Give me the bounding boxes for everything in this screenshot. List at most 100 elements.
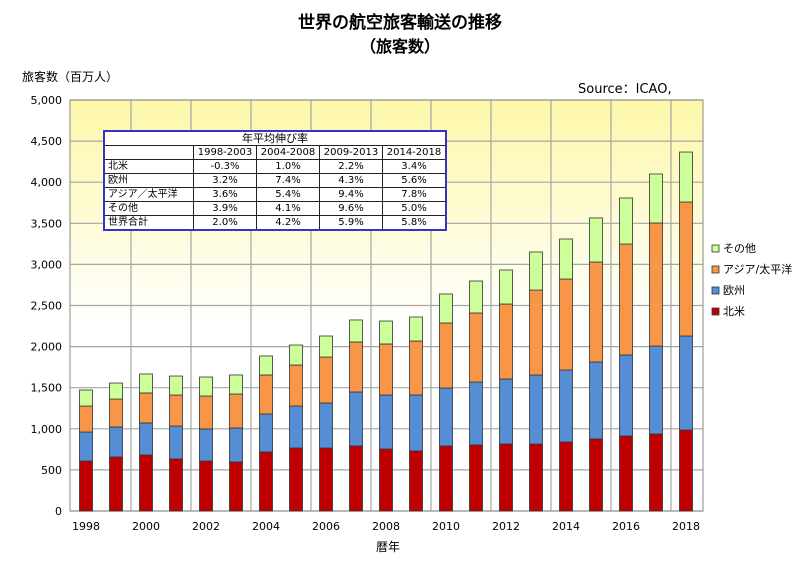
row-label: 世界合計	[103, 215, 194, 231]
y-tick-label: 0	[55, 505, 62, 518]
legend-swatch	[711, 286, 720, 295]
bar-segment	[589, 217, 603, 263]
table-cell: 3.2%	[193, 173, 257, 188]
y-tick-label: 1,500	[31, 382, 63, 395]
table-row: 欧州 3.2% 7.4% 4.3% 5.6%	[103, 173, 447, 188]
row-label: アジア／太平洋	[103, 187, 194, 202]
bar-segment	[409, 340, 423, 396]
table-cell: 9.6%	[319, 201, 383, 216]
bar-segment	[199, 395, 213, 430]
table-cell: 4.3%	[319, 173, 383, 188]
table-cell: 4.2%	[256, 215, 320, 231]
bar-segment	[649, 222, 663, 347]
bar-segment	[409, 394, 423, 452]
bar-segment	[319, 356, 333, 404]
y-tick-label: 3,000	[31, 258, 63, 271]
bar-segment	[619, 197, 633, 245]
bar-segment	[349, 341, 363, 393]
bar-segment	[499, 443, 513, 512]
bar-segment	[199, 428, 213, 462]
bar-segment	[259, 355, 273, 376]
bar-segment	[139, 392, 153, 424]
bar-segment	[679, 429, 693, 512]
table-cell: 3.6%	[193, 187, 257, 202]
y-tick-label: 2,000	[31, 341, 63, 354]
table-row: 世界合計 2.0% 4.2% 5.9% 5.8%	[103, 215, 447, 231]
bar-segment	[379, 343, 393, 396]
bar-segment	[229, 461, 243, 512]
bar-segment	[379, 394, 393, 450]
bar-segment	[199, 376, 213, 397]
bar-segment	[649, 173, 663, 224]
bar-segment	[109, 398, 123, 428]
bar-segment	[289, 344, 303, 366]
bar-segment	[169, 394, 183, 427]
bar-segment	[319, 335, 333, 358]
source-note: Source：ICAO,	[578, 82, 672, 97]
bar-segment	[109, 426, 123, 458]
table-cell: 1.0%	[256, 159, 320, 174]
table-cell: 5.6%	[382, 173, 447, 188]
y-tick-label: 1,000	[31, 423, 63, 436]
x-tick-label: 1998	[72, 520, 100, 533]
bar-segment	[529, 374, 543, 445]
bar-segment	[469, 444, 483, 512]
table-cell: 7.4%	[256, 173, 320, 188]
table-cell: 5.4%	[256, 187, 320, 202]
table-cell: 7.8%	[382, 187, 447, 202]
bar-segment	[199, 460, 213, 512]
table-cell: 4.1%	[256, 201, 320, 216]
row-label: その他	[103, 201, 194, 216]
legend-label: 北米	[723, 305, 745, 318]
bar-segment	[529, 289, 543, 376]
x-tick-label: 2014	[552, 520, 580, 533]
table-cell: 2.0%	[193, 215, 257, 231]
bar-segment	[679, 201, 693, 337]
bar-segment	[619, 354, 633, 437]
bar-segment	[229, 374, 243, 395]
x-tick-label: 2002	[192, 520, 220, 533]
table-cell: 3.9%	[193, 201, 257, 216]
y-tick-label: 4,500	[31, 135, 63, 148]
bar-segment	[79, 431, 93, 462]
growth-rate-table: 年平均伸び率 1998-2003 2004-2008 2009-2013 201…	[103, 130, 447, 231]
bar-segment	[649, 433, 663, 512]
table-col-header: 2014-2018	[382, 145, 447, 160]
bar-segment	[649, 345, 663, 435]
bar-segment	[169, 458, 183, 512]
x-tick-label: 2016	[612, 520, 640, 533]
bar-segment	[469, 312, 483, 383]
bar-segment	[619, 243, 633, 356]
bar-segment	[439, 387, 453, 447]
bar-segment	[499, 303, 513, 380]
bar-segment	[559, 238, 573, 280]
bar-segment	[409, 316, 423, 342]
bar-segment	[409, 450, 423, 512]
legend-label: アジア/太平洋	[723, 262, 792, 276]
bar-segment	[109, 456, 123, 512]
x-tick-label: 2000	[132, 520, 160, 533]
y-tick-label: 3,500	[31, 217, 63, 230]
bar-segment	[589, 261, 603, 363]
table-col-header: 1998-2003	[193, 145, 257, 160]
legend-swatch	[711, 244, 720, 253]
bar-segment	[319, 402, 333, 449]
bar-segment	[379, 448, 393, 512]
y-axis-label: 旅客数（百万人）	[22, 70, 119, 84]
bar-segment	[679, 151, 693, 203]
row-label: 欧州	[103, 173, 194, 188]
y-tick-label: 5,000	[31, 94, 63, 107]
table-cell: -0.3%	[193, 159, 257, 174]
bar-segment	[469, 381, 483, 446]
bar-segment	[319, 447, 333, 512]
chart-subtitle: （旅客数）	[359, 37, 440, 56]
bar-segment	[289, 447, 303, 512]
y-tick-label: 500	[41, 464, 62, 477]
x-tick-label: 2012	[492, 520, 520, 533]
bar-segment	[589, 438, 603, 512]
bar-segment	[439, 293, 453, 324]
bar-segment	[439, 445, 453, 512]
bar-segment	[349, 319, 363, 343]
bar-segment	[559, 441, 573, 512]
